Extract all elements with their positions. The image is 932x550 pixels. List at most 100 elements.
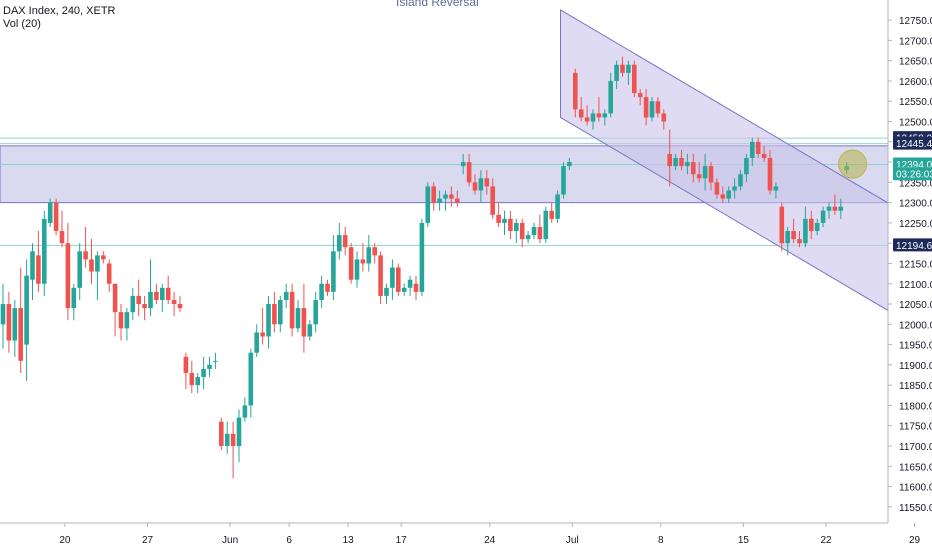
candle-body — [171, 299, 177, 305]
candle-body — [401, 287, 407, 292]
highlight-marker — [838, 149, 868, 179]
candle-body — [142, 304, 147, 309]
time-tick-label: 29 — [909, 535, 921, 546]
candle-body — [354, 259, 360, 280]
candle-body — [543, 210, 549, 240]
candle-body — [708, 166, 714, 183]
candle-body — [750, 141, 755, 159]
candle-body — [691, 162, 696, 175]
price-tick-label: 11850.00 — [899, 381, 932, 392]
candle-body — [71, 287, 77, 309]
time-tick-label: 22 — [820, 535, 832, 546]
candle-body — [248, 352, 254, 406]
candle-body — [655, 101, 661, 114]
candle-body — [773, 186, 779, 191]
candle-body — [478, 178, 484, 191]
candle-body — [242, 405, 248, 418]
price-tick-label: 12050.00 — [899, 300, 932, 311]
candle-body — [637, 93, 643, 98]
candle-body — [0, 304, 6, 325]
candle-body — [53, 202, 59, 232]
candle-body — [419, 222, 425, 292]
price-tick-label: 12350.00 — [899, 178, 932, 189]
candle-body — [720, 194, 726, 199]
price-tick-label: 12000.00 — [899, 320, 932, 331]
candle-body — [567, 162, 572, 167]
price-badge-label: 12445.40 — [896, 139, 932, 150]
candle-body — [602, 113, 608, 118]
candle-body — [614, 64, 619, 81]
price-tick-label: 12700.00 — [899, 36, 932, 47]
candle-body — [832, 206, 838, 211]
candle-body — [797, 239, 802, 244]
candle-body — [83, 251, 88, 260]
time-tick-label: 17 — [396, 535, 408, 546]
price-badge-label: 03:26:03 — [896, 170, 932, 181]
candle-body — [413, 283, 419, 292]
time-tick-label: 24 — [484, 535, 496, 546]
candle-body — [201, 368, 206, 378]
candle-body — [331, 251, 336, 292]
candle-body — [649, 101, 655, 118]
symbol-title: DAX Index, 240, XETR — [3, 5, 116, 17]
candle-body — [378, 255, 383, 296]
candle-body — [508, 218, 513, 232]
candle-body — [820, 210, 826, 223]
candle-body — [295, 308, 301, 329]
candle-body — [814, 222, 820, 232]
candle-body — [130, 295, 136, 313]
candle-body — [390, 267, 395, 288]
candle-body — [337, 235, 342, 252]
candle-body — [24, 275, 29, 345]
price-tick-label: 11550.00 — [899, 503, 932, 514]
candle-body — [360, 259, 366, 264]
candle-body — [779, 206, 785, 244]
candle-body — [95, 255, 100, 272]
candle-body — [6, 304, 12, 341]
time-tick-label: 20 — [59, 535, 71, 546]
candle-body — [266, 304, 271, 337]
candle-body — [449, 194, 454, 199]
candle-body — [301, 308, 307, 337]
candle-body — [366, 247, 372, 264]
candle-body — [307, 324, 313, 337]
candle-body — [407, 279, 413, 288]
candle-body — [561, 166, 566, 195]
price-tick-label: 12750.00 — [899, 16, 932, 27]
candle-body — [596, 113, 602, 118]
candle-body — [443, 194, 448, 199]
price-axis — [888, 0, 932, 550]
candle-body — [555, 194, 560, 219]
candle-body — [213, 360, 218, 362]
candle-body — [460, 162, 466, 167]
candle-body — [573, 72, 578, 110]
plot-background — [0, 0, 888, 523]
candle-body — [272, 304, 277, 325]
price-tick-label: 11800.00 — [899, 401, 932, 412]
price-badge — [893, 238, 932, 252]
drawing-title: Island Reversal — [396, 0, 479, 9]
candle-body — [514, 222, 519, 232]
candle-body — [396, 267, 401, 292]
candle-body — [283, 291, 289, 300]
price-tick-label: 12100.00 — [899, 280, 932, 291]
time-tick-label: 6 — [286, 535, 292, 546]
candle-body — [755, 141, 761, 154]
candle-body — [30, 251, 35, 280]
candle-body — [260, 332, 265, 337]
candle-body — [673, 158, 678, 167]
candle-body — [761, 153, 767, 159]
price-badge-label: 12394.02 — [896, 160, 932, 171]
price-tick-label: 12500.00 — [899, 118, 932, 129]
candle-body — [289, 291, 295, 329]
candle-body — [384, 287, 389, 296]
candle-body — [496, 214, 501, 223]
candle-body — [578, 109, 584, 118]
candle-body — [519, 222, 525, 240]
candle-body — [484, 178, 490, 187]
price-tick-label: 11650.00 — [899, 462, 932, 473]
candle-body — [189, 372, 195, 386]
candle-body — [626, 64, 631, 73]
price-tick-label: 12300.00 — [899, 199, 932, 210]
